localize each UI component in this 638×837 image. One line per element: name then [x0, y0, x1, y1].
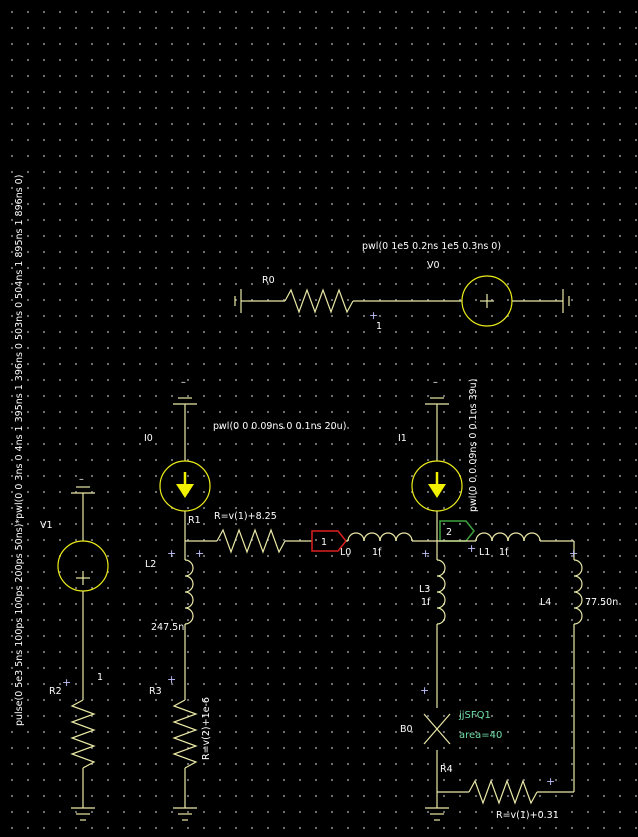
plus-marker: +: [167, 547, 176, 560]
current-source-i0[interactable]: [159, 460, 211, 512]
ground-v1-top: –: [71, 474, 95, 494]
net-flag-2-label: 2: [446, 527, 452, 538]
inductor-l0[interactable]: [347, 532, 413, 542]
plus-marker: +: [167, 673, 176, 686]
inductor-l2[interactable]: [184, 559, 194, 625]
i0-label: I0: [144, 433, 153, 444]
ground-i0-top: –: [173, 377, 197, 405]
net-flag-1[interactable]: 1: [311, 530, 347, 552]
i1-label: I1: [398, 433, 407, 444]
voltage-source-v0[interactable]: [461, 275, 513, 327]
b0-model: jjSFQ1: [458, 710, 491, 721]
l2-label: L2: [145, 559, 156, 570]
ground-left-r0: [234, 289, 248, 313]
voltage-source-v1[interactable]: [57, 540, 109, 592]
r4-value: R=v(1)+0.31: [496, 810, 559, 821]
plus-marker: +: [421, 547, 430, 560]
r3-label: R3: [149, 686, 162, 697]
ground-i1-bottom: [425, 807, 449, 821]
l0-value: 1f: [372, 547, 382, 558]
josephson-junction-b0[interactable]: [423, 713, 451, 745]
i0-value: pwl(0 0 0.09ns 0 0.1ns 20u): [213, 421, 346, 432]
l4-value: 77.50n: [585, 597, 618, 608]
ground-v1-bottom: [71, 807, 95, 821]
resistor-r2[interactable]: [70, 699, 96, 769]
l1-label: L1: [479, 547, 490, 558]
ground-i1-top: –: [425, 377, 449, 405]
inductor-l4[interactable]: [573, 559, 583, 625]
l3-value: 1f: [421, 597, 431, 608]
minus-marker: –: [181, 377, 186, 388]
l3-label: L3: [419, 584, 430, 595]
resistor-r3[interactable]: [172, 699, 198, 769]
i1-value: pwl(0 0 0.09ns 0 0.1ns 39u): [468, 379, 479, 512]
r0-label: R0: [262, 275, 275, 286]
v1-value: pulse(0 5e3 5ns 100ps 100ps 200ps 50ns)*…: [14, 175, 25, 726]
b0-label: B0: [400, 724, 413, 735]
b0-area: area=40: [459, 730, 502, 741]
current-source-i1[interactable]: [411, 460, 463, 512]
r4-label: R4: [440, 764, 453, 775]
ground-right-v0: [562, 289, 570, 313]
plus-marker: +: [195, 547, 204, 560]
v1-label: V1: [40, 520, 53, 531]
plus-marker: +: [62, 676, 71, 689]
plus-marker: +: [420, 684, 429, 697]
net-flag-2[interactable]: 2: [439, 520, 475, 542]
r1-value: R=v(1)+8.25: [214, 511, 277, 522]
resistor-r4[interactable]: [468, 779, 538, 805]
r1-label: R1: [188, 515, 201, 526]
l4-label: L4: [540, 597, 551, 608]
ground-i0-bottom: [173, 807, 197, 821]
v0-value: pwl(0 1e5 0.2ns 1e5 0.3ns 0): [362, 241, 501, 252]
minus-marker: –: [433, 377, 438, 388]
net-flag-1-label: 1: [321, 537, 327, 548]
node-number: 1: [376, 321, 382, 332]
plus-marker: +: [569, 547, 578, 560]
node-number: 1: [97, 672, 103, 683]
resistor-r1[interactable]: [216, 528, 286, 554]
inductor-l3[interactable]: [436, 559, 446, 625]
l1-value: 1f: [499, 547, 509, 558]
v0-label: V0: [427, 260, 440, 271]
r3-value: R=v(2)+1e-6: [201, 697, 212, 760]
minus-marker: –: [79, 474, 84, 485]
resistor-r0[interactable]: [284, 288, 354, 314]
r2-label: R2: [49, 686, 62, 697]
l2-value: 247.5n: [151, 622, 184, 633]
plus-marker: +: [369, 309, 378, 322]
inductor-l1[interactable]: [475, 532, 541, 542]
plus-marker: +: [546, 775, 555, 788]
l0-label: L0: [340, 547, 351, 558]
plus-marker: +: [467, 542, 476, 555]
